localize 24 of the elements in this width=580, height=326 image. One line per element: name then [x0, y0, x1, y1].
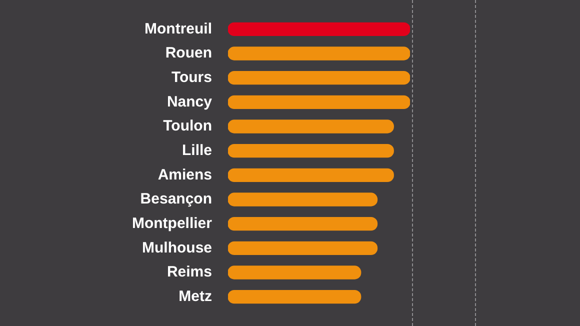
bar [228, 120, 394, 134]
y-tick-label: Besançon [140, 190, 212, 208]
bar [228, 217, 378, 231]
bar [228, 290, 362, 304]
y-tick-label: Rouen [165, 44, 212, 62]
y-tick-label: Montpellier [132, 214, 212, 232]
y-tick-label: Toulon [163, 118, 212, 135]
bar [228, 71, 410, 85]
bar [228, 22, 410, 36]
y-tick-label: Metz [178, 288, 212, 305]
bar [228, 266, 362, 280]
bar [228, 168, 394, 182]
bar [228, 192, 378, 206]
y-tick-label: Reims [166, 264, 212, 281]
y-tick-label: Mulhouse [142, 239, 212, 256]
bar [228, 46, 410, 60]
y-tick-label: Amiens [158, 166, 212, 184]
y-tick-label: Montreuil [144, 20, 212, 38]
y-tick-label: Nancy [166, 93, 213, 110]
y-tick-label: Lille [182, 142, 212, 159]
bar [228, 144, 394, 158]
bar [228, 241, 378, 255]
bar [228, 95, 410, 109]
y-tick-label: Tours [171, 68, 212, 86]
